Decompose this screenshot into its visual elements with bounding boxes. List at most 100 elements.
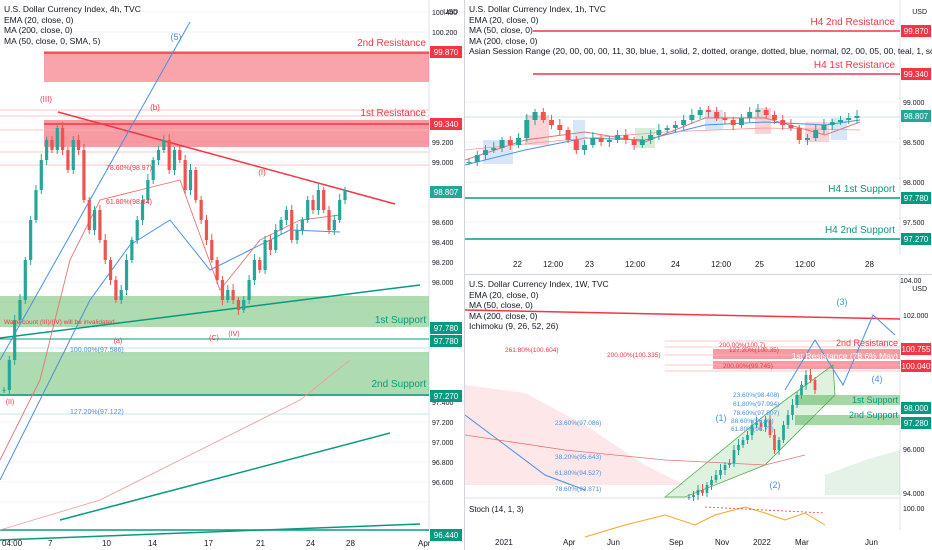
invalidation-note: Wave count (III)/(IV) will be invalidate…	[4, 319, 115, 326]
fib-1w-886: 88.60%(96.93)	[731, 418, 774, 425]
zone-label-1w-sup2: 2nd Support	[849, 410, 899, 420]
candle-1w-candle	[777, 440, 781, 450]
price-badge-1w-bg	[901, 417, 931, 429]
candle-4h-candle	[215, 260, 219, 280]
time-label-4h: 21	[256, 539, 265, 548]
candle-4h-candle	[332, 220, 336, 230]
currency-label-1h: USD	[912, 9, 927, 16]
candle-1w-candle	[719, 470, 722, 475]
price-label-1h: 99.000	[903, 100, 925, 107]
candle-4h-candle	[92, 210, 97, 230]
lower-trend-line	[59, 432, 391, 521]
candle-4h-candle	[108, 260, 113, 280]
price-badge-4h: 99.870	[434, 48, 459, 57]
price-badge-4h-bg	[430, 322, 462, 334]
candle-1w-candle	[768, 420, 772, 435]
indicator-ema20-1w[interactable]: EMA (20, close, 0)	[469, 289, 539, 300]
chart-1h-panel[interactable]: U.S. Dollar Currency Index, 1h, TVC EMA …	[465, 0, 932, 275]
candle-1w-candle	[723, 465, 727, 470]
candle-4h-candle	[119, 290, 123, 300]
candle-1w-candle	[773, 435, 776, 450]
candle-4h-candle	[34, 190, 38, 220]
wave-label-4: (4)	[872, 374, 883, 384]
time-label-1w: Jun	[865, 538, 878, 547]
candle-4h-candle	[18, 300, 22, 320]
candle-1h-candle	[524, 120, 530, 138]
candle-1h-candle	[598, 138, 604, 142]
time-label-1h: 22	[513, 260, 522, 269]
fib-1w-618a: 61.80%(97.994)	[733, 401, 779, 408]
indicator-ichimoku[interactable]: Ichimoku (9, 26, 52, 26)	[469, 321, 559, 332]
candle-4h-candle	[274, 230, 278, 250]
indicator-ma50[interactable]: MA (50, close, 0, SMA, 5)	[4, 35, 101, 46]
candle-1h-candle	[796, 128, 802, 140]
candle-1h-candle	[714, 112, 720, 118]
indicator-ma50-1h[interactable]: MA (50, close, 0)	[469, 25, 533, 36]
wave-label-3: (3)	[837, 297, 848, 307]
ichimoku-cloud-red	[465, 385, 685, 485]
price-badge-1w: 100.040	[902, 362, 931, 371]
chart-1h-canvas[interactable]: H4 2nd Resistance H4 1st Resistance H4 1st…	[465, 0, 932, 274]
price-badge-4h: 98.807	[434, 188, 459, 197]
price-badge-4h: 97.780	[434, 324, 459, 333]
time-label-1w: 2022	[753, 538, 771, 547]
candle-4h-candle	[290, 210, 294, 240]
price-badge-1h: 99.340	[904, 70, 929, 79]
time-label-4h: Apr	[418, 539, 431, 548]
stoch-title: Stoch (14, 1, 3)	[469, 505, 524, 514]
session-box	[705, 110, 723, 130]
indicator-asian-range[interactable]: Asian Session Range (20, 00, 00, 00, 11,…	[469, 46, 932, 57]
time-label-4h: 04:00	[2, 539, 23, 548]
indicator-ma50-1w[interactable]: MA (50, close, 0)	[469, 300, 533, 311]
indicator-ema20[interactable]: EMA (20, close, 0)	[4, 14, 74, 25]
time-label-1h: 25	[755, 260, 764, 269]
wave-label-I: (I)	[258, 168, 266, 177]
candle-1w-candle	[759, 423, 763, 427]
candle-1w-candle	[782, 425, 785, 440]
candle-1h-candle	[738, 118, 744, 125]
candle-4h-candle	[29, 220, 33, 260]
price-label-1w: 94.000	[903, 491, 925, 498]
candle-4h-candle	[226, 290, 230, 300]
candle-1h-candle	[507, 140, 513, 145]
candle-4h-candle	[210, 240, 214, 260]
candle-4h-candle	[268, 240, 273, 250]
time-label-1w: Sep	[669, 538, 684, 547]
chart-1w-panel[interactable]: U.S. Dollar Currency Index, 1W, TVC EMA …	[465, 275, 932, 550]
wave-label-c: (C)	[209, 335, 219, 342]
wave-label-1: (1)	[716, 413, 727, 423]
candle-1h-candle	[466, 162, 472, 163]
candle-1w-candle	[764, 420, 767, 427]
price-badge-1w-bg	[901, 343, 931, 355]
stoch-k-line	[584, 506, 826, 538]
long-resistance-line	[465, 309, 901, 320]
price-label-4h: 100.400	[432, 10, 457, 17]
fib-1w-200a: 200.00%(100.335)	[607, 352, 661, 359]
candle-4h-candle	[76, 140, 81, 150]
candle-1w-candle	[750, 425, 754, 435]
ma50-line-1w	[465, 414, 586, 491]
indicator-ma200[interactable]: MA (200, close, 0)	[4, 25, 73, 36]
time-label-1w: Apr	[563, 538, 576, 547]
price-badge-4h-bg	[430, 186, 462, 198]
indicator-ma200-1h[interactable]: MA (200, close, 0)	[469, 35, 538, 46]
level-label-h4s2: H4 2nd Support	[825, 225, 895, 236]
indicator-ma200-1w[interactable]: MA (200, close, 0)	[469, 310, 538, 321]
candle-1h-candle	[730, 120, 736, 125]
candle-1w-candle	[696, 490, 700, 495]
candle-1h-candle	[813, 130, 819, 138]
candle-4h-candle	[263, 240, 267, 270]
candle-1w-candle	[701, 490, 704, 493]
candle-4h-candle	[204, 220, 209, 240]
candle-4h-candle	[242, 300, 246, 310]
chart-4h-panel[interactable]: U.S. Dollar Currency Index, 4h, TVC EMA …	[0, 0, 465, 550]
candle-1w-candle	[737, 445, 740, 450]
candle-1h-candle	[780, 120, 786, 125]
candle-4h-candle	[162, 140, 166, 150]
indicator-ema20-1h[interactable]: EMA (20, close, 0)	[469, 14, 539, 25]
time-label-1h: 12:00	[543, 260, 564, 269]
chart-4h-title: U.S. Dollar Currency Index, 4h, TVC	[4, 4, 141, 14]
chart-4h-canvas[interactable]: 100.400100.200100.00099.20099.00098.6009…	[0, 0, 464, 550]
price-badge-4h-bg	[430, 390, 462, 402]
